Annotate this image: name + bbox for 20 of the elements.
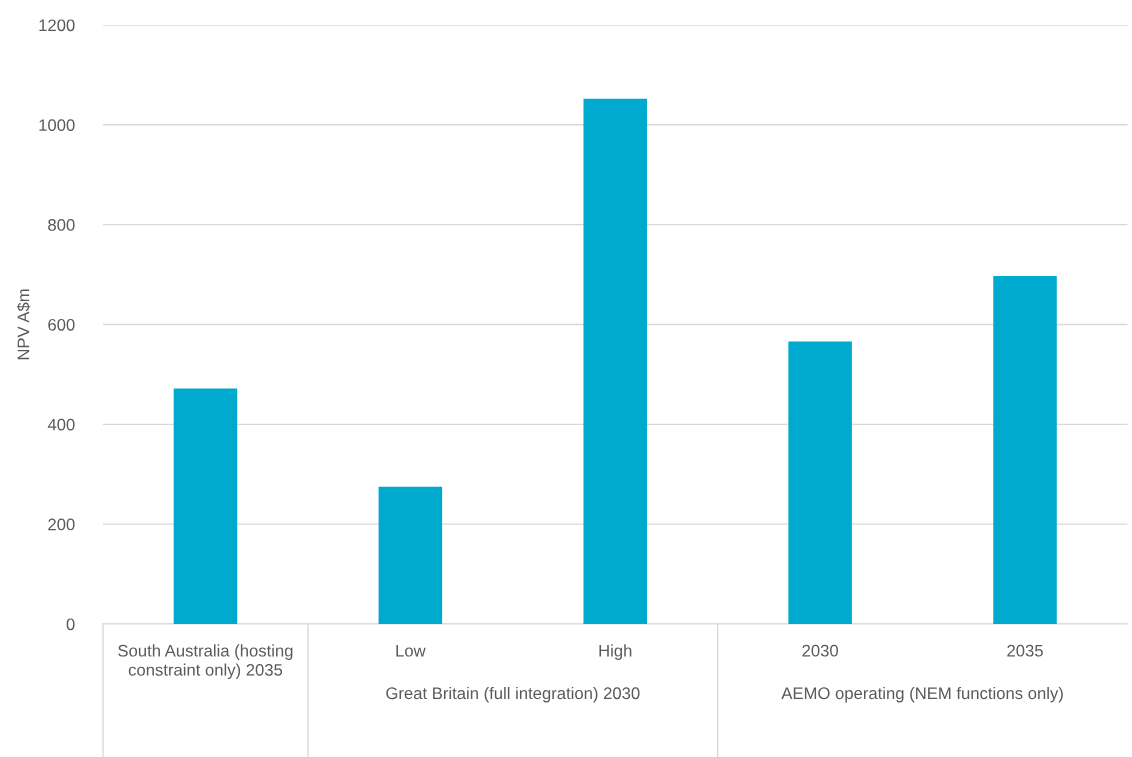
y-axis-title: NPV A$m bbox=[16, 289, 31, 360]
bar bbox=[583, 98, 647, 624]
x-tick-label: South Australia (hosting constraint only) 2035 bbox=[118, 644, 293, 680]
bar bbox=[993, 276, 1057, 624]
y-tick-label: 600 bbox=[48, 318, 75, 331]
bar bbox=[173, 388, 238, 624]
x-tick-label: Low bbox=[396, 644, 426, 657]
bar bbox=[378, 486, 443, 624]
y-tick-label: 800 bbox=[48, 219, 75, 231]
bar bbox=[788, 341, 852, 624]
x-tick-label: High bbox=[599, 644, 632, 660]
y-tick-label: 1200 bbox=[39, 19, 75, 32]
text: Great Britain (full integration) 2030 bbox=[386, 686, 640, 703]
y-tick-label: 400 bbox=[47, 418, 75, 431]
text: AEMO operating (NEM functions only) bbox=[781, 686, 1063, 703]
x-tick-label: 2030 bbox=[802, 644, 839, 657]
x-tick-label: 2035 bbox=[1007, 644, 1043, 657]
y-tick-label: 200 bbox=[48, 518, 75, 531]
y-tick-label: 0 bbox=[66, 618, 75, 631]
y-tick-label: 1000 bbox=[39, 119, 75, 132]
